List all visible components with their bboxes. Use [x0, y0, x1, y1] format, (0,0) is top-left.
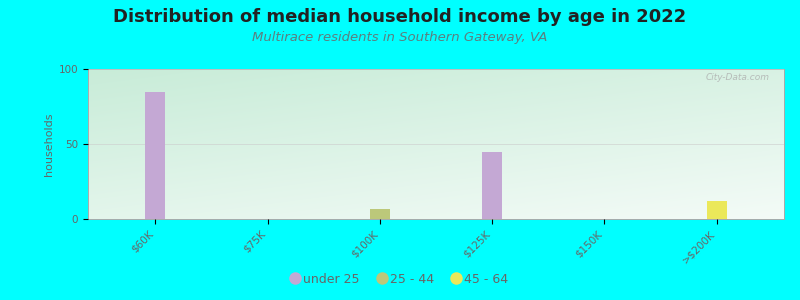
Legend: under 25, 25 - 44, 45 - 64: under 25, 25 - 44, 45 - 64 — [287, 268, 513, 291]
Text: Distribution of median household income by age in 2022: Distribution of median household income … — [114, 8, 686, 26]
Text: Multirace residents in Southern Gateway, VA: Multirace residents in Southern Gateway,… — [252, 32, 548, 44]
Bar — [146, 92, 166, 219]
Bar — [370, 208, 390, 219]
Bar — [706, 201, 726, 219]
Y-axis label: households: households — [45, 112, 54, 176]
Bar — [482, 152, 502, 219]
Text: City-Data.com: City-Data.com — [706, 74, 770, 82]
